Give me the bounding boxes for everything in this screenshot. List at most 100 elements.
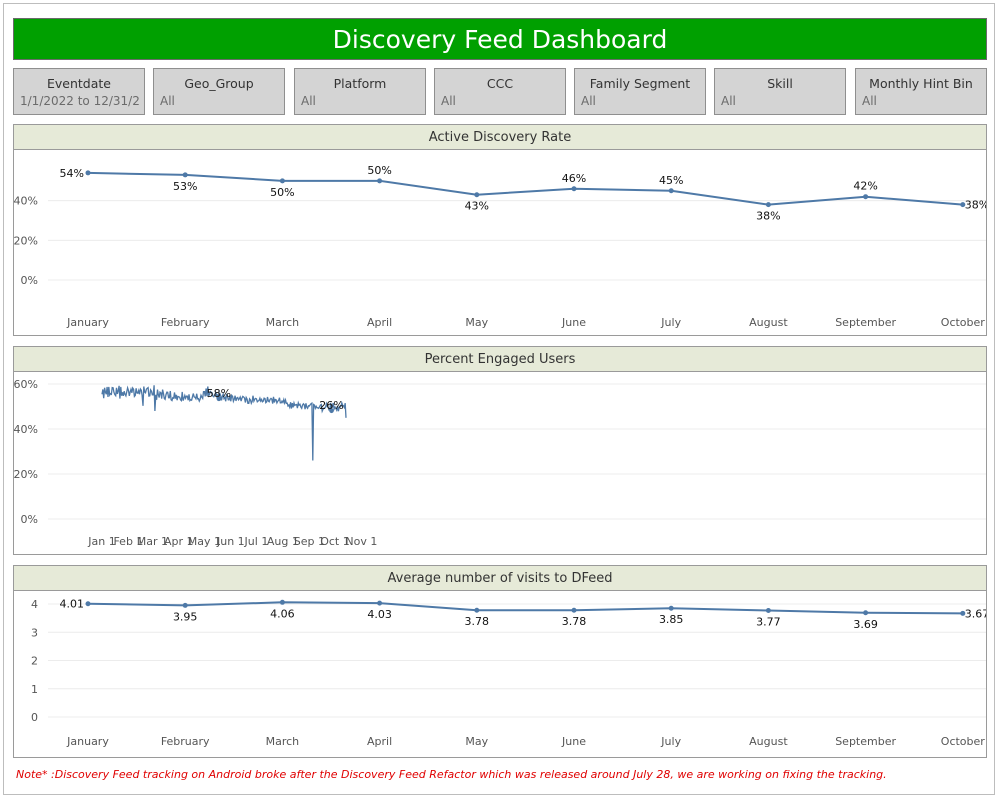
data-label: 45% — [659, 174, 683, 187]
x-tick-label: February — [161, 316, 210, 329]
panel-title: Average number of visits to DFeed — [14, 566, 986, 591]
filter-platform[interactable]: Platform All — [294, 68, 426, 115]
filter-monthly-hint-bin[interactable]: Monthly Hint Bin All — [855, 68, 987, 115]
x-tick-label: October — [941, 735, 985, 748]
filter-value: All — [301, 94, 316, 108]
data-point — [279, 178, 285, 184]
x-tick-label: Mar 1 — [137, 535, 168, 548]
average-visits-panel: Average number of visits to DFeed 0 1 2 3 4 4… — [13, 565, 987, 758]
data-label: 46% — [562, 172, 586, 185]
x-tick-label: May — [465, 735, 488, 748]
data-point — [960, 610, 966, 616]
average-visits-chart: 0 1 2 3 4 4.01 3.95 4.06 4.03 3.78 3.78 3.85 3.77 3.6… — [31, 598, 986, 748]
data-label: 53% — [173, 180, 197, 193]
x-tick-label: Nov 1 — [345, 535, 377, 548]
data-point — [279, 599, 285, 605]
dashboard-title: Discovery Feed Dashboard — [13, 18, 987, 60]
y-tick-label: 20% — [14, 468, 38, 481]
data-point — [571, 186, 577, 192]
y-tick-label: 1 — [31, 683, 38, 696]
data-label: 3.78 — [562, 615, 587, 628]
data-label: 3.77 — [756, 615, 781, 628]
x-tick-label: June — [561, 735, 586, 748]
filter-value: All — [581, 94, 596, 108]
filter-label: CCC — [486, 76, 514, 91]
x-tick-label: Jan 1 — [87, 535, 115, 548]
data-point — [765, 607, 771, 613]
x-tick-label: Apr 1 — [164, 535, 194, 548]
filter-label: Eventdate — [47, 76, 111, 91]
x-tick-label: Feb 1 — [113, 535, 143, 548]
data-label: 3.69 — [853, 618, 878, 631]
data-point — [765, 202, 771, 208]
data-label: 54% — [60, 167, 84, 180]
x-tick-label: July — [660, 735, 681, 748]
data-label: 3.95 — [173, 610, 198, 623]
data-label: 38% — [756, 210, 780, 223]
x-tick-label: August — [749, 316, 788, 329]
data-label: 58% — [207, 387, 231, 400]
x-tick-label: May 1 — [188, 535, 221, 548]
series-line — [87, 171, 963, 206]
x-tick-label: Sep 1 — [294, 535, 325, 548]
x-tick-label: Oct 1 — [320, 535, 350, 548]
x-tick-label: September — [835, 316, 896, 329]
y-tick-label: 0 — [31, 711, 38, 724]
filter-eventdate[interactable]: Eventdate 1/1/2022 to 12/31/2.. — [13, 68, 145, 115]
y-tick-label: 3 — [31, 626, 38, 639]
x-tick-label: July — [660, 316, 681, 329]
x-tick-label: May — [465, 316, 488, 329]
filter-label: Monthly Hint Bin — [869, 76, 973, 91]
x-tick-label: October — [941, 316, 985, 329]
data-label: 4.06 — [270, 607, 295, 620]
data-label: 3.85 — [659, 613, 684, 626]
filter-skill[interactable]: Skill All — [714, 68, 846, 115]
x-tick-label: September — [835, 735, 896, 748]
x-tick-label: January — [66, 735, 109, 748]
filter-value: 1/1/2022 to 12/31/2.. — [20, 94, 140, 108]
filter-family-segment[interactable]: Family Segment All — [574, 68, 706, 115]
x-tick-label: April — [367, 316, 392, 329]
series-line — [101, 385, 347, 461]
data-label: 3.67 — [965, 607, 986, 620]
series-line — [87, 601, 963, 615]
filter-value: All — [160, 94, 175, 108]
data-point — [329, 408, 334, 414]
data-label: 4.01 — [60, 598, 85, 611]
y-tick-label: 40% — [14, 423, 38, 436]
filter-value: All — [441, 94, 456, 108]
data-point — [377, 600, 383, 606]
x-tick-label: Jul 1 — [244, 535, 269, 548]
data-label: 26% — [319, 399, 343, 412]
y-tick-label: 2 — [31, 655, 38, 668]
data-label: 42% — [853, 180, 877, 193]
x-tick-label: June — [561, 316, 586, 329]
y-tick-label: 60% — [14, 378, 38, 391]
x-tick-label: January — [66, 316, 109, 329]
data-label: 4.03 — [367, 608, 392, 621]
filter-label: Platform — [333, 76, 387, 91]
data-point — [474, 607, 480, 613]
filter-geo-group[interactable]: Geo_Group All — [153, 68, 285, 115]
data-point — [85, 170, 91, 176]
data-point — [474, 192, 480, 198]
y-tick-label: 40% — [14, 195, 38, 208]
x-tick-label: April — [367, 735, 392, 748]
data-label: 38% — [965, 199, 986, 212]
filter-label: Geo_Group — [184, 76, 254, 91]
y-tick-label: 20% — [14, 234, 38, 247]
data-label: 3.78 — [465, 615, 490, 628]
active-discovery-rate-chart: 0% 20% 40% 54% 53% 50% 50% 43% 46% 45% 38% 42% 38% Ja… — [14, 164, 986, 329]
x-tick-label: March — [266, 735, 300, 748]
y-tick-label: 4 — [31, 598, 38, 611]
x-tick-label: August — [749, 735, 788, 748]
filter-ccc[interactable]: CCC All — [434, 68, 566, 115]
data-point — [182, 602, 188, 608]
data-point — [216, 396, 222, 402]
data-label: 50% — [270, 186, 294, 199]
data-label: 50% — [367, 164, 391, 177]
tracking-note: Note* :Discovery Feed tracking on Androi… — [16, 768, 887, 781]
data-point — [85, 601, 91, 607]
panel-title: Active Discovery Rate — [14, 125, 986, 150]
percent-engaged-users-panel: Percent Engaged Users 0% 20% 40% 60% Jan 1 Fe… — [13, 346, 987, 555]
